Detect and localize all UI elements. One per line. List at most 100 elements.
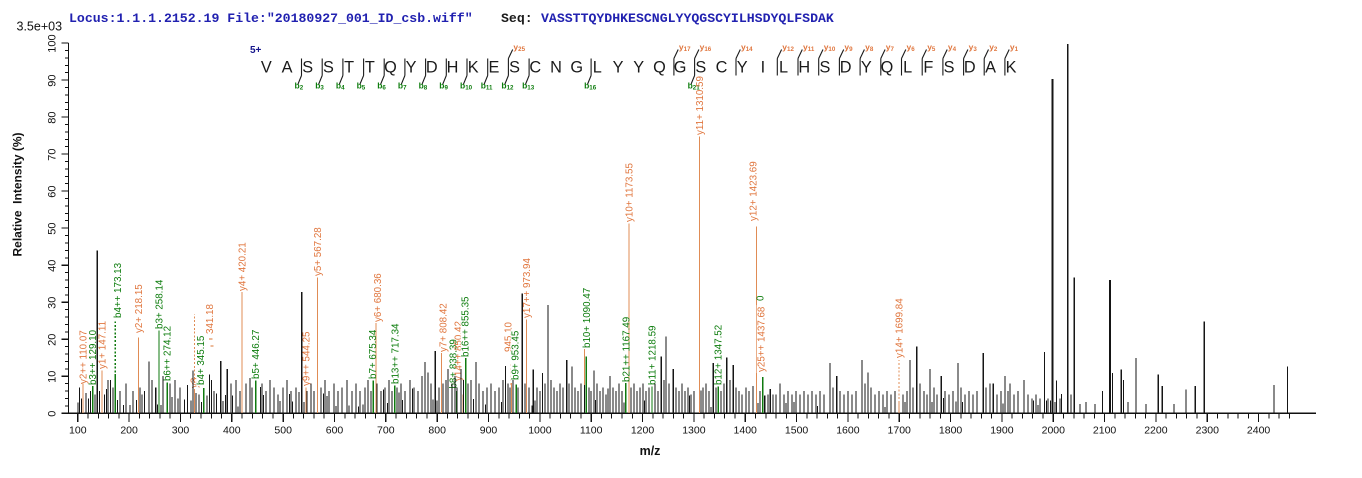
svg-text:b16++ 855.35: b16++ 855.35 [461, 296, 472, 357]
svg-text:b2: b2 [295, 81, 304, 92]
svg-text:Y: Y [406, 59, 417, 77]
svg-text:y10+ 1173.55: y10+ 1173.55 [624, 163, 635, 222]
svg-text:Q: Q [881, 59, 894, 77]
svg-text:K: K [1006, 59, 1017, 77]
svg-text:D: D [426, 59, 438, 77]
svg-text:A: A [282, 59, 293, 77]
svg-text:y12+ 1423.69: y12+ 1423.69 [749, 161, 760, 221]
svg-text:b4: b4 [336, 81, 345, 92]
svg-text:300: 300 [172, 425, 190, 437]
svg-text:800: 800 [428, 425, 446, 437]
svg-text:F: F [923, 59, 933, 77]
svg-text:1400: 1400 [734, 425, 758, 437]
svg-text:y2++ 110.07: y2++ 110.07 [79, 330, 90, 384]
svg-text:b3: b3 [315, 81, 324, 92]
svg-text:Q: Q [384, 59, 397, 77]
svg-text:b5: b5 [357, 81, 366, 92]
svg-text:y6: y6 [907, 42, 916, 53]
svg-text:y1+ 147.11: y1+ 147.11 [98, 321, 109, 369]
svg-text:A: A [985, 59, 996, 77]
svg-text:b16: b16 [584, 81, 597, 92]
svg-text:30: 30 [47, 297, 59, 309]
svg-text:y16: y16 [700, 42, 712, 53]
svg-text:y10: y10 [824, 42, 836, 53]
svg-text:2200: 2200 [1144, 425, 1168, 437]
svg-text:40: 40 [47, 260, 59, 272]
svg-text:341.18: 341.18 [205, 303, 216, 334]
svg-text:Seq:: Seq: [501, 11, 533, 26]
svg-text:b4+ 345.15: b4+ 345.15 [196, 335, 207, 385]
svg-text:G: G [674, 59, 687, 77]
svg-text:Y: Y [737, 59, 748, 77]
svg-text:G: G [570, 59, 583, 77]
svg-text:y1: y1 [1010, 42, 1019, 53]
svg-text:y2+ 218.15: y2+ 218.15 [134, 284, 145, 333]
svg-text:90: 90 [47, 74, 59, 86]
svg-text:Locus:1.1.1.2152.19 File:"2018: Locus:1.1.1.2152.19 File:"20180927_001_I… [69, 11, 473, 26]
svg-text:y2: y2 [989, 42, 998, 53]
svg-text:H: H [447, 59, 459, 77]
svg-text:Y: Y [861, 59, 872, 77]
svg-text:1900: 1900 [990, 425, 1014, 437]
svg-text:Y: Y [633, 59, 644, 77]
svg-text:2300: 2300 [1196, 425, 1220, 437]
svg-text:1600: 1600 [836, 425, 860, 437]
svg-text:b3++ 129.10: b3++ 129.10 [88, 329, 99, 385]
svg-text:K: K [468, 59, 479, 77]
svg-text:y14++ 850.42: y14++ 850.42 [454, 321, 465, 381]
svg-text:b21: b21 [688, 81, 701, 92]
svg-text:0: 0 [47, 411, 59, 417]
svg-text:2400: 2400 [1247, 425, 1271, 437]
svg-text:y11+ 1310.59: y11+ 1310.59 [695, 76, 706, 135]
svg-text:C: C [529, 59, 541, 77]
svg-text:V: V [261, 59, 272, 77]
svg-text:y6+ 680.36: y6+ 680.36 [373, 273, 384, 322]
svg-text:100: 100 [69, 425, 87, 437]
svg-text:1800: 1800 [939, 425, 963, 437]
svg-text:20: 20 [47, 334, 59, 346]
svg-text:1500: 1500 [785, 425, 809, 437]
svg-text:b13++ 717.34: b13++ 717.34 [390, 323, 401, 384]
svg-text:10: 10 [47, 371, 59, 383]
svg-text:1700: 1700 [888, 425, 912, 437]
svg-text:50: 50 [47, 222, 59, 234]
svg-text:1100: 1100 [580, 425, 603, 437]
svg-text:L: L [779, 59, 788, 77]
svg-text:T: T [365, 59, 375, 77]
svg-text:b11+ 1218.59: b11+ 1218.59 [648, 326, 659, 385]
svg-text:200: 200 [120, 425, 138, 437]
svg-text:b8+ 838.39: b8+ 838.39 [449, 339, 460, 388]
svg-text:y7: y7 [886, 42, 895, 53]
svg-text:5+: 5+ [250, 45, 262, 56]
svg-text:b9+ 953.45: b9+ 953.45 [511, 330, 522, 380]
svg-text:y9++ 544.25: y9++ 544.25 [301, 331, 312, 386]
svg-text:y25: y25 [513, 42, 525, 53]
svg-text:y5+ 567.28: y5+ 567.28 [313, 227, 324, 276]
svg-text:b6: b6 [377, 81, 386, 92]
svg-text:100: 100 [47, 34, 59, 52]
svg-text:b6++ 274.12: b6++ 274.12 [163, 326, 174, 381]
svg-text:1000: 1000 [528, 425, 552, 437]
svg-text:S: S [819, 59, 830, 77]
svg-text:b10+ 1090.47: b10+ 1090.47 [582, 288, 593, 348]
svg-text:y9: y9 [844, 42, 853, 53]
svg-text:y5: y5 [927, 42, 936, 53]
svg-text:80: 80 [47, 111, 59, 123]
svg-text:b5+ 446.27: b5+ 446.27 [251, 330, 262, 379]
svg-text:b11: b11 [481, 81, 493, 92]
svg-text:y7+ 808.42: y7+ 808.42 [439, 303, 450, 352]
svg-text:700: 700 [377, 425, 395, 437]
svg-text:y11: y11 [803, 42, 815, 53]
svg-text:b8: b8 [419, 81, 428, 92]
svg-text:VASSTTQYDHKESCNGLYYQGSCYILHSDY: VASSTTQYDHKESCNGLYYQGSCYILHSDYQLFSDAK [541, 11, 834, 26]
svg-text:S: S [944, 59, 955, 77]
svg-text:2000: 2000 [1042, 425, 1066, 437]
svg-text:b13: b13 [522, 81, 535, 92]
svg-text:2100: 2100 [1093, 425, 1117, 437]
svg-text:b21++ 1167.49: b21++ 1167.49 [621, 317, 632, 382]
svg-text:D: D [840, 59, 852, 77]
svg-text:60: 60 [47, 185, 59, 197]
svg-text:N: N [550, 59, 562, 77]
svg-text:b9: b9 [439, 81, 448, 92]
svg-text:y17++ 973.94: y17++ 973.94 [522, 258, 533, 318]
